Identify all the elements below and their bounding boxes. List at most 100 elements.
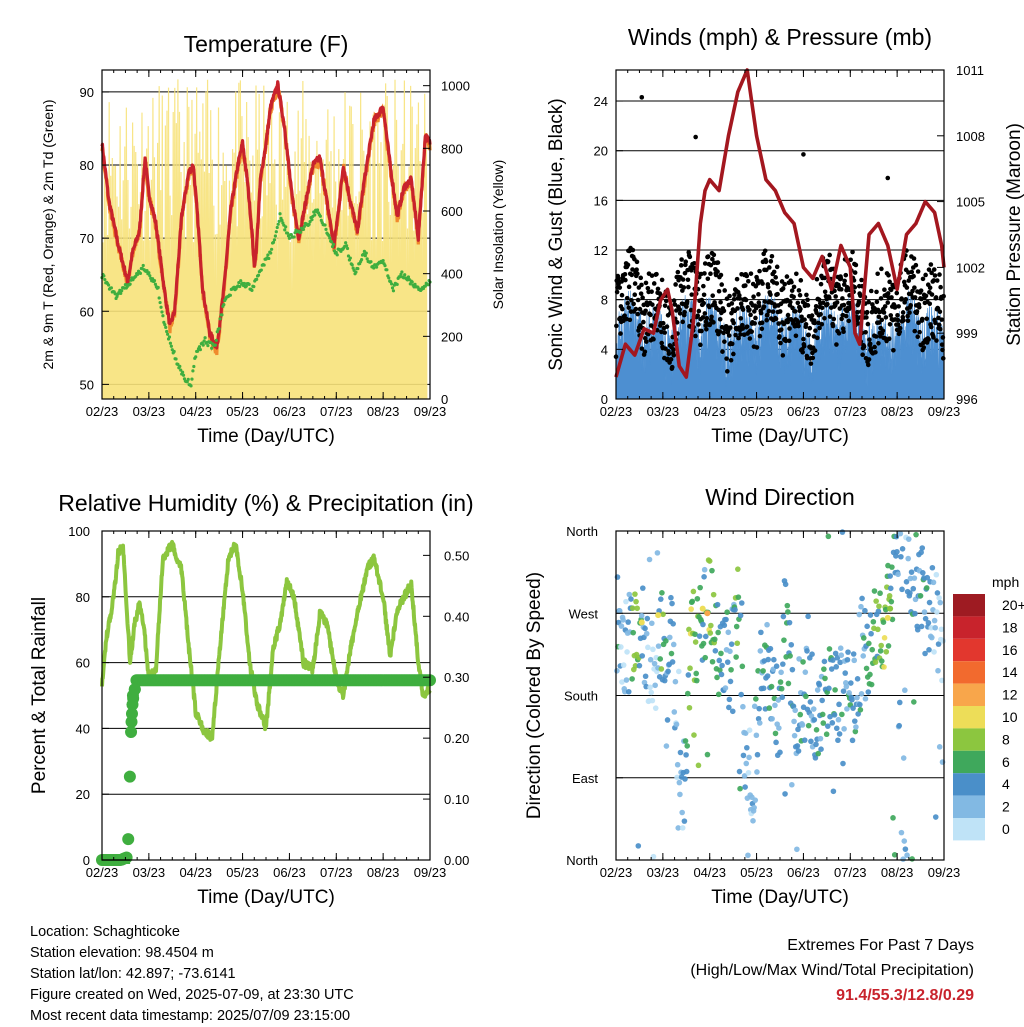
gust-point xyxy=(789,288,795,293)
gust-point xyxy=(771,269,777,275)
dewpoint-point xyxy=(153,282,158,286)
dewpoint-point xyxy=(403,273,407,277)
gust-point xyxy=(865,362,871,368)
gust-point xyxy=(897,329,903,335)
gust-point xyxy=(904,285,910,290)
direction-point xyxy=(702,654,709,661)
direction-point xyxy=(723,616,729,623)
dewpoint-point xyxy=(327,233,331,238)
gust-point xyxy=(915,269,921,274)
x-tick-label: 07/23 xyxy=(320,865,353,880)
direction-point xyxy=(931,617,938,624)
direction-point xyxy=(821,666,827,672)
direction-point xyxy=(751,703,758,710)
gust-point xyxy=(793,333,799,339)
dewpoint-point xyxy=(222,303,226,307)
gust-point xyxy=(622,313,627,318)
direction-point xyxy=(785,609,791,615)
direction-point xyxy=(871,588,878,594)
direction-point xyxy=(865,689,872,695)
gust-point xyxy=(915,334,921,340)
gust-point xyxy=(911,256,917,261)
dewpoint-point xyxy=(270,247,274,251)
direction-point xyxy=(711,636,718,643)
gust-point xyxy=(903,297,909,302)
direction-point xyxy=(654,550,661,556)
gust-point xyxy=(759,326,765,332)
info-block: Location: Schaghticoke Station elevation… xyxy=(30,922,354,1027)
direction-point xyxy=(860,635,867,641)
direction-point xyxy=(854,694,860,701)
gust-point xyxy=(663,298,669,304)
dewpoint-point xyxy=(255,277,259,281)
precip-point xyxy=(123,770,136,783)
direction-point xyxy=(922,615,929,622)
dewpoint-point xyxy=(267,256,271,261)
y-tick-label: West xyxy=(569,606,599,621)
gust-point xyxy=(814,335,820,341)
direction-point xyxy=(809,651,815,658)
direction-point xyxy=(757,648,764,654)
direction-point xyxy=(620,662,627,668)
legend-label: 12 xyxy=(1002,687,1018,703)
direction-point xyxy=(669,600,675,607)
gust-point xyxy=(889,295,894,300)
gust-point xyxy=(933,320,938,326)
gust-point xyxy=(693,333,698,339)
gust-point xyxy=(644,339,649,344)
direction-point xyxy=(716,657,723,664)
dewpoint-point xyxy=(278,212,282,216)
direction-point xyxy=(913,531,919,538)
gust-point xyxy=(729,310,734,316)
direction-point xyxy=(881,635,888,641)
direction-point xyxy=(931,649,937,655)
dewpoint-point xyxy=(284,225,288,229)
direction-point xyxy=(838,652,845,659)
gust-point xyxy=(923,293,929,299)
gust-point xyxy=(895,317,901,323)
direction-point xyxy=(862,607,868,614)
direction-point xyxy=(872,659,879,665)
direction-point xyxy=(794,743,801,749)
direction-point xyxy=(926,599,933,606)
gust-point xyxy=(883,315,889,320)
gust-point xyxy=(654,271,659,277)
dewpoint-point xyxy=(372,266,376,270)
direction-point xyxy=(628,596,634,602)
direction-point xyxy=(887,573,894,579)
direction-point xyxy=(728,641,735,647)
direction-point xyxy=(690,588,697,595)
direction-point xyxy=(682,738,689,744)
dewpoint-point xyxy=(119,291,123,295)
gust-point xyxy=(921,345,927,350)
gust-point xyxy=(888,313,894,318)
direction-point xyxy=(935,641,942,647)
dewpoint-point xyxy=(389,282,394,286)
chart-title: Wind Direction xyxy=(705,484,855,510)
direction-point xyxy=(900,856,906,862)
direction-point xyxy=(777,679,784,685)
dewpoint-point xyxy=(283,228,287,232)
direction-point xyxy=(814,687,821,693)
gust-point xyxy=(834,342,839,347)
legend-swatch xyxy=(953,795,985,818)
gust-point xyxy=(733,332,738,338)
gust-point xyxy=(780,353,786,358)
gust-point xyxy=(721,308,727,314)
direction-point xyxy=(756,705,762,712)
x-axis-label: Time (Day/UTC) xyxy=(711,887,849,908)
direction-point xyxy=(735,566,741,572)
direction-point xyxy=(632,663,639,669)
gust-point xyxy=(752,321,757,326)
direction-point xyxy=(684,743,691,749)
dewpoint-point xyxy=(292,235,296,239)
direction-point xyxy=(714,601,721,608)
dewpoint-point xyxy=(359,258,364,262)
gust-point xyxy=(905,313,910,319)
direction-point xyxy=(846,690,852,696)
direction-point xyxy=(889,616,896,623)
gust-point xyxy=(891,348,896,353)
y-tick-label: 12 xyxy=(594,243,608,258)
gust-point xyxy=(765,312,770,318)
x-axis-label: Time (Day/UTC) xyxy=(197,426,335,447)
